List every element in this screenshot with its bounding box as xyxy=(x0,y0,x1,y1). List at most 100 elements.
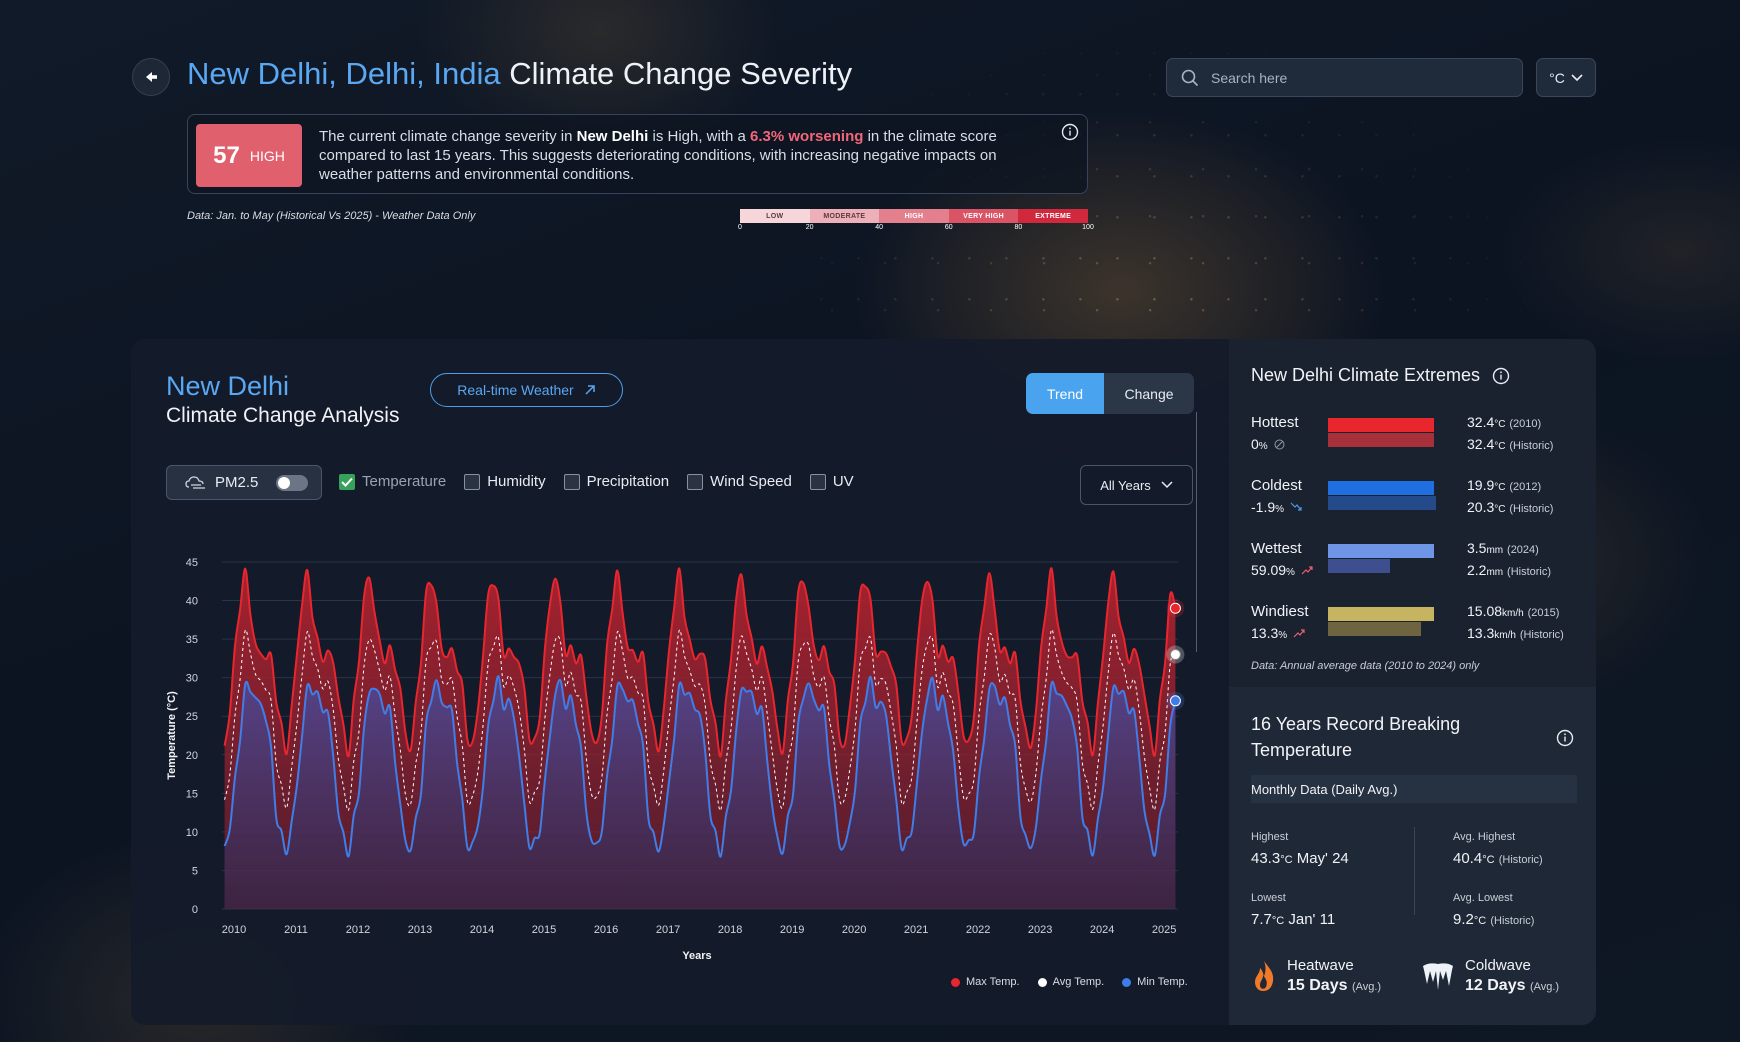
x-tick-label: 2018 xyxy=(718,924,742,936)
extreme-row-wettest: Wettest 59.09% 3.5mm (2024) 2.2mm (Historic… xyxy=(1251,540,1581,584)
extreme-value-current: 15.08km/h (2015) xyxy=(1467,603,1560,619)
extreme-bar-current xyxy=(1328,544,1434,558)
view-toggle: Trend Change xyxy=(1026,373,1194,414)
extreme-change: 59.09% xyxy=(1251,562,1313,578)
x-tick-label: 2021 xyxy=(904,924,928,936)
icicles-icon xyxy=(1423,963,1453,990)
x-tick-label: 2019 xyxy=(780,924,804,936)
checkbox-box[interactable] xyxy=(687,473,704,490)
record-breaking-card: 16 Years Record Breaking Temperature Mon… xyxy=(1229,687,1596,1025)
records-title: 16 Years Record Breaking Temperature xyxy=(1251,714,1461,760)
scale-segment: MODERATE xyxy=(809,209,880,223)
x-tick-label: 2022 xyxy=(966,924,990,936)
checkbox-wind-speed[interactable]: Wind Speed xyxy=(687,473,792,490)
checkbox-box[interactable] xyxy=(809,473,826,490)
external-arrow-icon xyxy=(585,385,595,395)
pm25-label: PM2.5 xyxy=(215,474,259,491)
stat-highest: Highest 43.3°C May' 24 xyxy=(1251,831,1349,867)
analysis-subtitle: Climate Change Analysis xyxy=(166,404,400,427)
x-tick-label: 2013 xyxy=(408,924,432,936)
checkbox-box[interactable] xyxy=(464,473,481,490)
title-text: Climate Change Severity xyxy=(509,56,853,91)
checkbox-temperature[interactable]: Temperature xyxy=(339,473,446,490)
extreme-name: Windiest xyxy=(1251,603,1309,620)
records-subtitle: Monthly Data (Daily Avg.) xyxy=(1251,775,1577,803)
severity-card: 57 HIGH The current climate change sever… xyxy=(187,114,1088,194)
scale-segment: HIGH xyxy=(879,209,949,223)
severity-score-badge: 57 HIGH xyxy=(196,124,302,187)
checkbox-box[interactable] xyxy=(339,473,355,490)
extreme-bar-current xyxy=(1328,607,1434,621)
severity-data-note: Data: Jan. to May (Historical Vs 2025) -… xyxy=(187,210,476,222)
stat-lowest: Lowest 7.7°C Jan' 11 xyxy=(1251,892,1336,928)
x-tick-label: 2011 xyxy=(284,924,308,936)
tab-change[interactable]: Change xyxy=(1104,373,1194,414)
y-tick-label: 15 xyxy=(186,788,198,800)
realtime-weather-button[interactable]: Real-time Weather xyxy=(430,373,623,407)
checkbox-humidity[interactable]: Humidity xyxy=(464,473,546,490)
checkbox-label: Humidity xyxy=(487,473,546,490)
pm25-switch[interactable] xyxy=(276,474,309,491)
extreme-row-windiest: Windiest 13.3% 15.08km/h (2015) 13.3km/h (H… xyxy=(1251,603,1581,647)
y-axis-label: Temperature (°C) xyxy=(166,691,178,780)
x-tick-label: 2020 xyxy=(842,924,866,936)
x-tick-label: 2015 xyxy=(532,924,556,936)
extreme-name: Coldest xyxy=(1251,477,1302,494)
x-tick-label: 2025 xyxy=(1152,924,1176,936)
location-name: New Delhi, Delhi, India xyxy=(187,56,501,91)
air-quality-icon xyxy=(185,475,205,489)
checkbox-precipitation[interactable]: Precipitation xyxy=(563,473,669,490)
scale-tick: 20 xyxy=(805,224,814,231)
checkbox-label: UV xyxy=(832,473,854,490)
unit-dropdown[interactable]: °C xyxy=(1536,58,1596,97)
neutral-icon xyxy=(1274,439,1285,449)
scale-segment: VERY HIGH xyxy=(948,209,1019,223)
checkbox-box[interactable] xyxy=(563,473,580,490)
scale-tick: 60 xyxy=(944,224,953,231)
extreme-bar-historic xyxy=(1328,433,1434,447)
chevron-down-icon xyxy=(1571,73,1583,81)
avg-temp-line xyxy=(224,629,1176,812)
y-tick-label: 35 xyxy=(186,634,198,646)
info-icon[interactable] xyxy=(1061,123,1079,141)
checkbox-uv[interactable]: UV xyxy=(809,473,854,490)
extreme-change: -1.9% xyxy=(1251,499,1302,515)
chevron-down-icon xyxy=(1161,481,1173,489)
scale-tick: 0 xyxy=(738,224,742,231)
extreme-value-historic: 13.3km/h (Historic) xyxy=(1467,625,1564,641)
extreme-name: Hottest xyxy=(1251,414,1299,431)
years-dropdown[interactable]: All Years xyxy=(1080,465,1193,505)
analysis-city: New Delhi xyxy=(166,371,290,401)
back-button[interactable] xyxy=(132,58,170,96)
info-icon[interactable] xyxy=(1556,729,1574,747)
trend-down-icon xyxy=(1290,502,1302,511)
scale-tick: 80 xyxy=(1014,224,1023,231)
max-temp-line xyxy=(223,567,1177,758)
legend-avg: Avg Temp. xyxy=(1037,976,1104,988)
extremes-axis xyxy=(1196,412,1197,652)
min-temp-area xyxy=(224,676,1176,909)
extreme-change: 0% xyxy=(1251,436,1285,452)
x-tick-label: 2012 xyxy=(346,924,370,936)
x-tick-label: 2010 xyxy=(222,924,246,936)
pm25-toggle[interactable]: PM2.5 xyxy=(166,465,322,500)
x-tick-label: 2023 xyxy=(1028,924,1052,936)
search-input[interactable] xyxy=(1211,69,1511,86)
extreme-value-historic: 20.3°C (Historic) xyxy=(1467,499,1554,515)
x-tick-label: 2024 xyxy=(1090,924,1114,936)
legend-min: Min Temp. xyxy=(1122,976,1188,988)
trend-up-icon xyxy=(1301,566,1313,575)
legend-max: Max Temp. xyxy=(951,976,1020,988)
checkbox-label: Wind Speed xyxy=(710,473,792,490)
info-icon[interactable] xyxy=(1492,367,1510,385)
y-tick-label: 40 xyxy=(186,596,198,608)
extremes-section: New Delhi Climate Extremes Hottest 0% 32.4… xyxy=(1229,339,1596,1025)
tab-trend[interactable]: Trend xyxy=(1026,373,1104,414)
avg-end-marker xyxy=(1169,649,1181,661)
trend-section: New Delhi Climate Change Analysis Real-t… xyxy=(131,339,1229,1025)
severity-description: The current climate change severity in N… xyxy=(319,128,997,183)
extreme-change: 13.3% xyxy=(1251,625,1305,641)
extreme-bar-historic xyxy=(1328,559,1390,573)
y-tick-label: 0 xyxy=(192,904,198,916)
search-box[interactable] xyxy=(1166,58,1523,97)
